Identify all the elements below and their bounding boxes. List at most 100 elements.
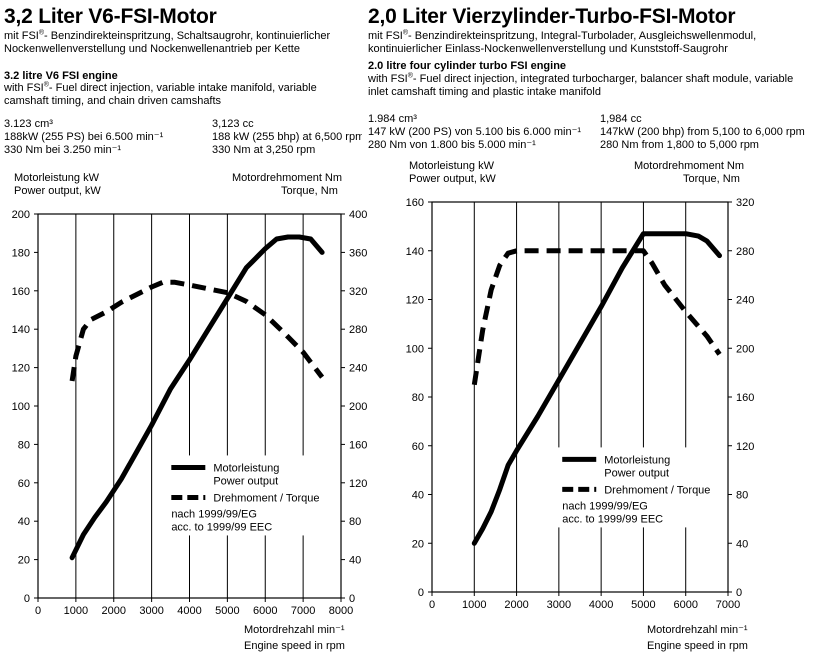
left-desc-en-prefix: with FSI xyxy=(4,82,44,94)
left-spec-de-displacement: 3.123 cm³ xyxy=(4,118,53,130)
right-legend-torque: Drehmoment / Torque xyxy=(604,484,710,496)
right-torque-line xyxy=(471,248,722,386)
left-y2tick-label: 120 xyxy=(349,478,367,490)
right-xtick-label: 1000 xyxy=(462,599,486,611)
left-spec-en-power: 188 kW (255 bhp) at 6,500 rpm xyxy=(212,131,362,143)
left-y2tick-label: 320 xyxy=(349,286,367,298)
right-y2tick-label: 120 xyxy=(736,441,754,453)
right-y2label-line2: Torque, Nm xyxy=(683,173,740,185)
left-power-line xyxy=(69,234,325,561)
left-xtick-label: 8000 xyxy=(329,605,353,617)
right-spec-en-torque: 280 Nm from 1,800 to 5,000 rpm xyxy=(600,139,759,151)
right-ytick-label: 100 xyxy=(406,343,424,355)
right-xtick-label: 0 xyxy=(429,599,435,611)
left-xlabel-line2: Engine speed in rpm xyxy=(244,640,345,652)
left-engine-panel: 3,2 Liter V6-FSI-Motor mit FSI®- Benzind… xyxy=(0,0,405,660)
left-spec-en-displacement: 3,123 cc xyxy=(212,118,254,130)
right-xlabel-line2: Engine speed in rpm xyxy=(647,640,748,652)
left-y2tick-label: 0 xyxy=(349,593,355,605)
registered-mark: ® xyxy=(43,81,49,89)
left-y2tick-label: 200 xyxy=(349,401,367,413)
left-y2tick-label: 360 xyxy=(349,247,367,259)
left-xtick-label: 3000 xyxy=(139,605,163,617)
right-xtick-label: 4000 xyxy=(589,599,613,611)
right-desc-de-prefix: mit FSI xyxy=(368,30,403,42)
registered-mark: ® xyxy=(407,72,413,80)
left-xtick-label: 2000 xyxy=(102,605,126,617)
right-y2tick-label: 0 xyxy=(736,587,742,599)
right-ytick-label: 120 xyxy=(406,295,424,307)
left-legend-torque: Drehmoment / Torque xyxy=(213,492,319,504)
right-spec-de-power: 147 kW (200 PS) von 5.100 bis 6.000 min⁻… xyxy=(368,126,582,138)
left-y2tick-label: 280 xyxy=(349,324,367,336)
right-plot-frame xyxy=(431,201,729,593)
left-xlabel-line1: Motordrehzahl min⁻¹ xyxy=(244,624,345,636)
left-en-heading: 3.2 litre V6 FSI engine xyxy=(4,70,118,82)
left-title: 3,2 Liter V6-FSI-Motor xyxy=(4,5,217,28)
right-y2tick-label: 240 xyxy=(736,295,754,307)
left-y2tick-label: 80 xyxy=(349,516,361,528)
left-legend-power-en: Power output xyxy=(213,475,278,487)
left-torque-line xyxy=(69,279,325,382)
right-ytick-label: 80 xyxy=(412,392,424,404)
left-desc-de-prefix: mit FSI xyxy=(4,30,39,42)
left-xtick-label: 1000 xyxy=(64,605,88,617)
right-xtick-label: 5000 xyxy=(631,599,655,611)
right-y2tick-label: 160 xyxy=(736,392,754,404)
right-legend-norm-de: nach 1999/99/EG xyxy=(562,500,648,512)
right-y2tick-label: 280 xyxy=(736,246,754,258)
right-spec-de-displacement: 1.984 cm³ xyxy=(368,113,417,125)
registered-mark: ® xyxy=(402,29,409,37)
left-ytick-label: 100 xyxy=(12,401,30,413)
right-engine-panel: 2,0 Liter Vierzylinder-Turbo-FSI-Motor m… xyxy=(364,0,827,660)
right-desc-en-prefix: with FSI xyxy=(368,73,408,85)
right-spec-en-power: 147kW (200 bhp) from 5,100 to 6,000 rpm xyxy=(600,126,805,138)
left-ylabel-line2: Power output, kW xyxy=(14,185,101,197)
left-description-de: mit FSI®- Benzindirekteinspritzung, Scha… xyxy=(4,29,404,56)
left-xtick-label: 6000 xyxy=(253,605,277,617)
right-xtick-label: 6000 xyxy=(673,599,697,611)
right-xlabel-line1: Motordrehzahl min⁻¹ xyxy=(647,624,748,636)
left-spec-de-torque: 330 Nm bei 3.250 min⁻¹ xyxy=(4,144,122,156)
left-ytick-label: 0 xyxy=(24,593,30,605)
left-y2tick-label: 160 xyxy=(349,439,367,451)
right-spec-de-torque: 280 Nm von 1.800 bis 5.000 min⁻¹ xyxy=(368,139,536,151)
left-y2tick-label: 400 xyxy=(349,209,367,221)
left-legend-power-de: Motorleistung xyxy=(213,462,279,474)
right-xtick-label: 2000 xyxy=(504,599,528,611)
left-legend-norm-de: nach 1999/99/EG xyxy=(171,508,257,520)
right-y2tick-label: 80 xyxy=(736,490,748,502)
right-chart: 0 1000 2000 3000 4000 5000 6000 700002040608010… xyxy=(406,197,755,611)
right-desc-de-rest: - Benzindirekteinspritzung, Integral-Tur… xyxy=(368,30,757,55)
left-desc-en-rest: - Fuel direct injection, variable intake… xyxy=(4,82,317,107)
right-legend-power-en: Power output xyxy=(604,467,669,479)
right-legend-power-de: Motorleistung xyxy=(604,454,670,466)
left-spec-de-power: 188kW (255 PS) bei 6.500 min⁻¹ xyxy=(4,131,164,143)
left-ytick-label: 40 xyxy=(18,516,30,528)
left-ytick-label: 120 xyxy=(12,363,30,375)
left-spec-en-torque: 330 Nm at 3,250 rpm xyxy=(212,144,316,156)
right-ylabel-line1: Motorleistung kW xyxy=(409,160,494,172)
left-chart: 0 1000 2000 3000 4000 5000 6000 7000 80000204060… xyxy=(12,209,368,617)
left-ytick-label: 60 xyxy=(18,478,30,490)
left-ytick-label: 140 xyxy=(12,324,30,336)
right-y2tick-label: 40 xyxy=(736,538,748,550)
right-ytick-label: 40 xyxy=(412,490,424,502)
right-xtick-label: 7000 xyxy=(716,599,740,611)
right-ylabel-line2: Power output, kW xyxy=(409,173,496,185)
left-xtick-label: 5000 xyxy=(215,605,239,617)
right-ytick-label: 20 xyxy=(412,538,424,550)
left-description-en: with FSI®- Fuel direct injection, variab… xyxy=(4,81,344,108)
right-description-de: mit FSI®- Benzindirekteinspritzung, Inte… xyxy=(368,29,808,56)
right-xtick-label: 3000 xyxy=(547,599,571,611)
registered-mark: ® xyxy=(38,29,45,37)
left-y2label-line1: Motordrehmoment Nm xyxy=(232,172,343,184)
left-ytick-label: 200 xyxy=(12,209,30,221)
right-title: 2,0 Liter Vierzylinder-Turbo-FSI-Motor xyxy=(368,5,736,28)
right-ytick-label: 60 xyxy=(412,441,424,453)
right-ytick-label: 160 xyxy=(406,197,424,209)
left-ytick-label: 180 xyxy=(12,247,30,259)
right-spec-en-displacement: 1,984 cc xyxy=(600,113,642,125)
left-y2label-line2: Torque, Nm xyxy=(281,185,338,197)
right-ytick-label: 140 xyxy=(406,246,424,258)
